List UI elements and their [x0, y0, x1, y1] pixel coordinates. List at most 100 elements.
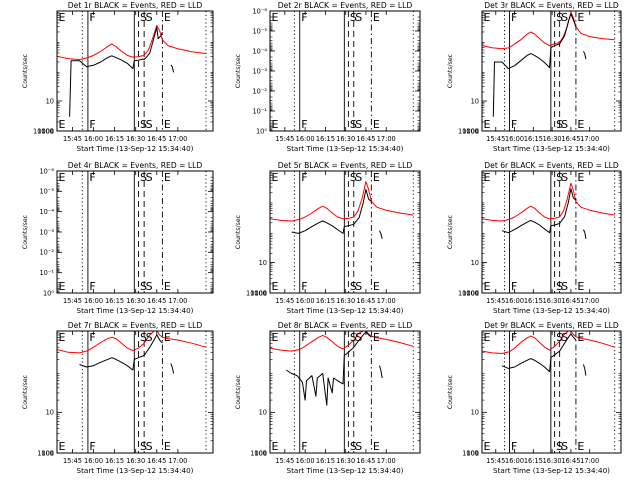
series-line-events: [69, 27, 175, 117]
x-tick-label: 16:45: [147, 457, 166, 465]
time-marker-label-top: S: [355, 11, 362, 24]
time-marker-label: F: [89, 118, 95, 131]
y-axis-label: Counts/sec: [22, 214, 29, 249]
y-axis-label: Counts/sec: [22, 53, 29, 88]
x-tick-label: 17:00: [168, 297, 187, 305]
plot-area: [270, 331, 414, 453]
detector-panel-8: Det 8r BLACK = Events, RED = LLD Counts/s…: [235, 321, 421, 475]
time-marker-label: S: [556, 118, 563, 131]
detector-panel-3: Det 3r BLACK = Events, RED = LLD Counts/s…: [447, 1, 622, 153]
x-tick-label: 16:30: [543, 135, 562, 143]
y-tick-label: 10⁻³: [39, 228, 54, 236]
x-tick-label: 16:30: [126, 135, 145, 143]
detector-panel-7: Det 7r BLACK = Events, RED = LLD Counts/s…: [22, 321, 214, 475]
y-tick-label: 1: [475, 449, 479, 457]
y-tick-label: 100: [254, 289, 267, 297]
panel-title: Det 3r BLACK = Events, RED = LLD: [484, 1, 619, 10]
x-tick-label: 16:30: [126, 297, 145, 305]
series-line-lld: [482, 331, 615, 354]
time-marker-label: E: [577, 440, 584, 453]
time-marker-label-top: S: [556, 171, 563, 184]
x-tick-label: 15:45: [486, 297, 505, 305]
x-tick-label: 15:45: [275, 457, 294, 465]
panel-title: Det 2r BLACK = Events, RED = LLD: [278, 1, 413, 10]
y-tick-label: 100: [41, 127, 54, 135]
y-tick-label: 1: [263, 449, 267, 457]
x-tick-label: 16:15: [316, 297, 335, 305]
time-marker-label-top: F: [301, 171, 307, 184]
x-tick-label: 16:00: [505, 135, 524, 143]
x-tick-label: 15:45: [275, 135, 294, 143]
time-marker-label-top: E: [272, 171, 279, 184]
y-tick-label: 10⁻²: [39, 249, 54, 257]
y-tick-label: 10⁻⁵: [39, 188, 54, 196]
y-tick-label: 10: [471, 409, 479, 417]
time-marker-label-top: S: [350, 331, 357, 344]
series-line-lld: [482, 11, 615, 50]
time-marker-label-top: E: [484, 331, 491, 344]
panel-title: Det 7r BLACK = Events, RED = LLD: [68, 321, 203, 330]
time-marker-label: S: [561, 118, 568, 131]
time-marker-label-top: S: [140, 171, 147, 184]
y-tick-label: 100: [254, 449, 267, 457]
time-marker-label-top: F: [89, 11, 95, 24]
x-axis-label: Start Time (13-Sep-12 15:34:40): [287, 144, 404, 153]
y-tick-label: 10: [46, 409, 54, 417]
time-marker-label: E: [373, 118, 380, 131]
time-marker-label-top: E: [59, 11, 66, 24]
y-axis-label: Counts/sec: [447, 214, 454, 249]
x-tick-label: 17:00: [377, 135, 396, 143]
detector-panel-4: Det 4r BLACK = Events, RED = LLD Counts/s…: [22, 161, 214, 315]
y-tick-label: 1: [475, 289, 479, 297]
time-marker-label: S: [140, 280, 147, 293]
time-marker-label: E: [373, 440, 380, 453]
x-tick-label: 16:00: [296, 297, 315, 305]
x-tick-label: 16:00: [84, 135, 103, 143]
plot-area: [57, 11, 207, 131]
series-line-lld: [270, 181, 414, 222]
y-axis-label: Counts/sec: [447, 374, 454, 409]
x-tick-label: 16:00: [84, 457, 103, 465]
plot-frame: [481, 10, 622, 132]
time-marker-label-top: S: [556, 331, 563, 344]
time-marker-label: S: [355, 440, 362, 453]
time-marker-label: F: [511, 280, 517, 293]
time-marker-label-top: E: [484, 11, 491, 24]
series-line-lld: [57, 24, 207, 61]
x-axis-label: Start Time (13-Sep-12 15:34:40): [287, 306, 404, 315]
time-marker-label: E: [373, 280, 380, 293]
y-tick-label: 10⁻⁶: [39, 167, 54, 175]
time-marker-label-top: F: [301, 331, 307, 344]
x-tick-label: 16:00: [505, 457, 524, 465]
detector-panel-6: Det 6r BLACK = Events, RED = LLD Counts/s…: [447, 161, 622, 315]
time-marker-label: E: [164, 280, 171, 293]
x-tick-label: 16:00: [296, 457, 315, 465]
time-marker-label-top: E: [373, 11, 380, 24]
x-tick-label: 16:30: [336, 457, 355, 465]
plot-frame: [56, 330, 214, 454]
time-marker-label-top: S: [350, 11, 357, 24]
time-marker-label-top: F: [511, 11, 517, 24]
time-marker-label-top: E: [59, 171, 66, 184]
y-tick-label: 10000: [458, 289, 479, 297]
time-marker-label: E: [484, 118, 491, 131]
time-marker-label-top: E: [373, 331, 380, 344]
x-tick-label: 16:15: [316, 135, 335, 143]
time-marker-label-top: E: [164, 11, 171, 24]
y-tick-label: 1: [50, 449, 54, 457]
x-tick-label: 16:15: [105, 135, 124, 143]
series-line-events: [501, 333, 587, 376]
y-tick-label: 100: [466, 127, 479, 135]
x-tick-label: 16:45: [561, 297, 580, 305]
x-tick-label: 17:00: [580, 457, 599, 465]
y-tick-label: 100: [41, 449, 54, 457]
time-marker-label-top: E: [59, 331, 66, 344]
y-tick-label: 10: [46, 97, 54, 105]
time-marker-label: F: [89, 440, 95, 453]
x-axis-label: Start Time (13-Sep-12 15:34:40): [77, 144, 194, 153]
time-marker-label-top: E: [373, 171, 380, 184]
time-marker-label: E: [484, 440, 491, 453]
time-marker-label: S: [146, 118, 153, 131]
time-marker-label: E: [577, 118, 584, 131]
y-tick-label: 100: [466, 289, 479, 297]
